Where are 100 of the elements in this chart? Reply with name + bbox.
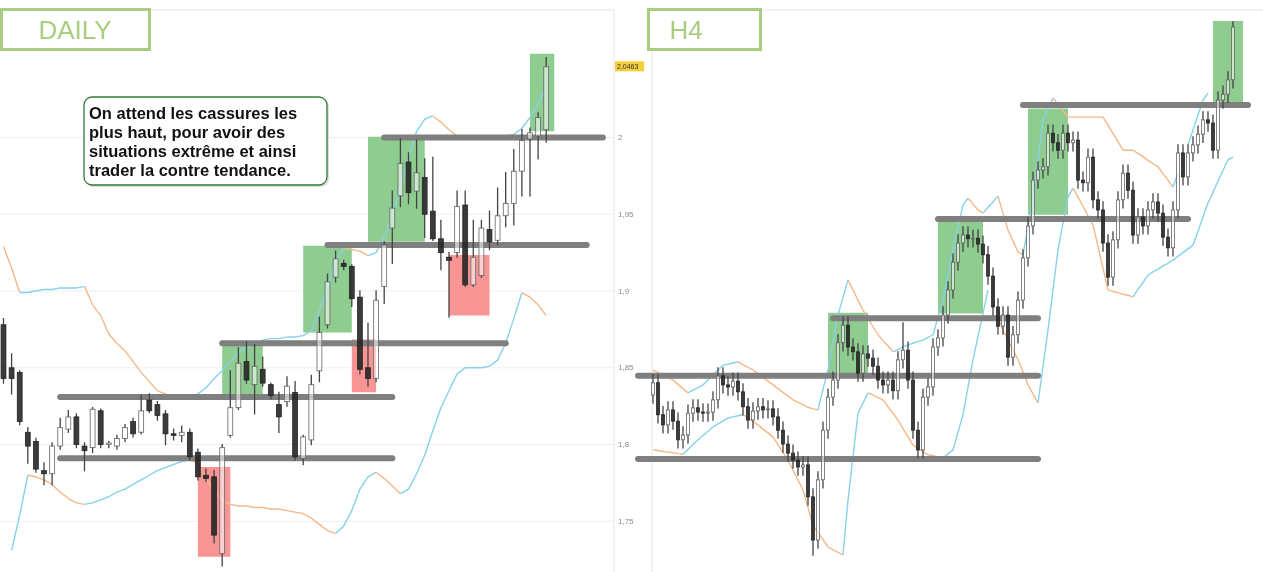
candlestick (1086, 148, 1090, 192)
candlestick (373, 290, 379, 383)
candlestick (446, 251, 452, 318)
y-tick-label: 1,9 (618, 286, 630, 296)
candlestick (816, 471, 820, 549)
candlestick (766, 400, 770, 419)
candlestick (711, 391, 715, 421)
candlestick (178, 425, 185, 443)
candlestick (836, 334, 840, 389)
candlestick (203, 468, 209, 483)
candlestick (33, 437, 39, 473)
candlestick (405, 152, 412, 205)
candlestick (826, 388, 830, 439)
candlestick (956, 234, 960, 271)
candlestick (861, 345, 865, 382)
candlestick (1006, 306, 1010, 366)
candlestick (1041, 158, 1045, 179)
candlestick (1036, 161, 1040, 189)
candlestick (519, 129, 525, 197)
candlestick (89, 407, 96, 453)
candlestick (65, 410, 72, 433)
candlestick (1216, 91, 1220, 159)
candlestick (357, 290, 363, 375)
candlestick (891, 371, 895, 400)
candlestick (389, 190, 396, 265)
candlestick (535, 112, 541, 160)
candlestick (235, 347, 242, 410)
candlestick (438, 219, 444, 271)
candlestick (81, 442, 88, 472)
candlestick (324, 273, 331, 329)
candlestick (502, 172, 509, 228)
candlestick (1026, 217, 1030, 267)
candlestick (284, 376, 290, 407)
y-tick-label: 1,8 (618, 440, 630, 450)
candlestick (1151, 193, 1155, 219)
candlestick (931, 338, 935, 396)
candlestick (486, 210, 493, 251)
candlestick (1226, 71, 1230, 103)
y-tick-label: 1,95 (618, 209, 635, 219)
candlestick (1146, 201, 1150, 235)
candlestick (122, 423, 128, 443)
candlestick (1141, 208, 1145, 235)
candlestick (454, 190, 460, 258)
candlestick (1046, 124, 1050, 176)
candlestick (1111, 231, 1115, 286)
candlestick (1071, 131, 1075, 152)
candlestick (365, 322, 371, 387)
candlestick (1231, 21, 1235, 89)
candlestick (751, 402, 755, 429)
candlestick (316, 316, 323, 383)
candlestick (227, 370, 234, 438)
candlestick (1021, 249, 1025, 309)
candlestick (941, 306, 945, 347)
candlestick (1201, 111, 1205, 143)
chart-title: H4 (669, 14, 703, 45)
candlestick (1136, 208, 1140, 244)
candlestick (1191, 136, 1195, 162)
candlestick (470, 219, 477, 288)
candlestick (821, 421, 825, 489)
candlestick (494, 187, 501, 246)
candlestick (961, 226, 965, 252)
candlestick (761, 398, 765, 419)
candlestick (926, 378, 930, 406)
candlestick (219, 443, 226, 567)
candlestick (1016, 291, 1020, 344)
candlestick (921, 388, 925, 459)
candlestick (1221, 85, 1225, 109)
candlestick (1001, 306, 1005, 335)
candlestick (841, 316, 845, 352)
candlestick (527, 127, 533, 197)
candlestick (397, 138, 404, 208)
candlestick (421, 158, 428, 238)
candlestick (413, 139, 420, 209)
candlestick (300, 434, 307, 466)
candlestick (1066, 124, 1070, 152)
candlestick (716, 367, 720, 409)
candlestick (1031, 171, 1035, 235)
candlestick (946, 281, 950, 324)
candlestick (801, 456, 805, 476)
candlestick (691, 399, 695, 422)
candlestick (706, 403, 710, 422)
candlestick (896, 351, 900, 400)
candlestick (24, 427, 31, 464)
candlestick (1171, 201, 1175, 257)
candlestick (1186, 144, 1190, 186)
candlestick (831, 371, 835, 406)
candlestick (41, 462, 47, 486)
candlestick (105, 440, 112, 449)
y-tick-label: 2 (618, 133, 623, 143)
y-tick-label: 1,85 (618, 363, 635, 373)
candlestick (1061, 124, 1065, 159)
candlestick (292, 380, 298, 461)
candlestick (243, 341, 250, 384)
candlestick (381, 241, 388, 304)
candlestick (651, 374, 655, 404)
candlestick (49, 442, 55, 486)
chart-title: DAILY (38, 14, 112, 45)
candlestick (130, 417, 136, 438)
candlestick (276, 391, 282, 433)
candlestick (211, 470, 217, 544)
